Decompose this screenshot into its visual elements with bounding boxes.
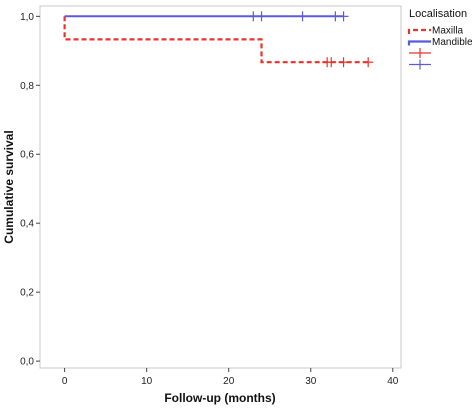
y-axis: 0,0 0,2 0,4 0,6 0,8 1,0 — [20, 12, 40, 368]
x-axis: 0 10 20 30 40 — [62, 368, 399, 387]
maxilla-censor-mark — [338, 57, 349, 68]
y-tick-label: 1,0 — [20, 12, 34, 23]
y-tick-label: 0,4 — [20, 219, 34, 230]
y-tick-label: 0,2 — [20, 288, 34, 299]
legend-title: Localisation — [409, 8, 467, 20]
mandible-censor-mark — [338, 11, 349, 22]
mandible-censor-mark — [256, 11, 267, 22]
plot-frame — [39, 5, 402, 369]
legend-censor-maxilla — [409, 48, 431, 58]
y-tick-label: 0,6 — [20, 150, 34, 161]
legend-censor-mandible — [409, 59, 431, 70]
legend-item-maxilla: Maxilla — [407, 26, 464, 37]
legend-label-maxilla: Maxilla — [432, 26, 464, 37]
series-layer — [63, 11, 374, 68]
x-axis-title: Follow-up (months) — [164, 391, 275, 405]
y-tick-label: 0,0 — [20, 357, 34, 368]
x-tick-label: 20 — [223, 376, 235, 387]
x-tick-label: 10 — [141, 376, 153, 387]
maxilla-censor-mark — [363, 57, 374, 68]
maxilla-censor-mark — [326, 57, 337, 68]
x-tick-label: 30 — [305, 376, 317, 387]
y-tick-label: 0,8 — [20, 81, 34, 92]
mandible-censor-mark — [297, 11, 308, 22]
legend-label-mandible: Mandible — [432, 37, 472, 48]
maxilla-survival-line — [63, 16, 369, 64]
legend-item-mandible: Mandible — [407, 37, 472, 48]
x-tick-label: 40 — [387, 376, 399, 387]
x-tick-label: 0 — [62, 376, 68, 387]
y-axis-title: Cumulative survival — [2, 130, 16, 243]
